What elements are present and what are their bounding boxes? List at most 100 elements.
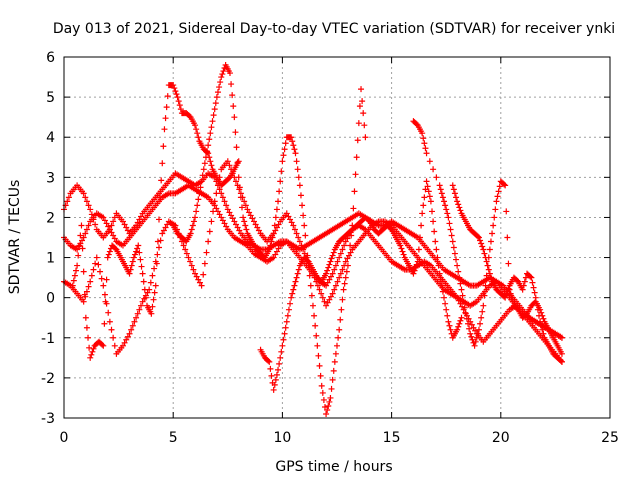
data-point [83,226,90,233]
data-point [73,267,80,274]
data-point [188,226,195,233]
data-point [321,298,328,305]
data-point [225,175,232,182]
data-point [195,276,202,283]
data-point [454,198,461,205]
data-point [337,250,344,257]
data-point [504,234,511,241]
data-point [358,86,365,93]
data-point [502,294,509,301]
data-point [77,232,84,239]
data-point [316,286,323,293]
data-point [281,330,288,337]
data-point [315,352,322,359]
data-point [453,194,460,201]
data-point [154,251,161,258]
data-point [304,252,311,259]
data-point [340,286,347,293]
data-point [400,251,407,258]
data-point [207,158,214,165]
data-point [251,218,258,225]
data-point [514,277,521,284]
data-point [80,298,87,305]
data-point [531,289,538,296]
data-point [353,154,360,161]
data-point [79,237,86,244]
data-point [437,186,444,193]
data-point [324,299,331,306]
data-point [235,158,242,165]
y-tick-label: 1 [46,251,55,267]
data-point [220,68,227,75]
data-point [347,242,354,249]
data-point [252,221,259,228]
data-point [110,334,117,341]
data-point [540,315,547,322]
data-point [213,190,220,197]
data-point [133,248,140,255]
data-point [100,342,107,349]
data-point [325,264,332,271]
data-point [436,270,443,277]
data-point [295,266,302,273]
data-point [268,372,275,379]
data-point [279,342,286,349]
data-point [490,222,497,229]
data-point [455,323,462,330]
data-point [127,266,134,273]
data-point [193,208,200,215]
data-point [221,220,228,227]
data-point [159,160,166,167]
data-point [536,312,543,319]
data-point [319,294,326,301]
data-point [126,330,133,337]
data-point [142,294,149,301]
y-tick-label: 0 [46,291,55,307]
data-point [85,283,92,290]
data-point [219,217,226,224]
data-point [287,216,294,223]
data-point [477,320,484,327]
data-point [88,272,95,279]
chart-title: Day 013 of 2021, Sidereal Day-to-day VTE… [53,21,615,37]
data-point [188,262,195,269]
data-point [538,309,545,316]
y-axis-label: SDTVAR / TECUs [7,180,23,295]
data-point [213,94,220,101]
data-point [326,276,333,283]
data-point [139,270,146,277]
data-point [335,334,342,341]
data-point [323,302,330,309]
data-point [159,230,166,237]
data-point [444,210,451,217]
data-point [420,202,427,209]
data-point [90,345,97,352]
data-points [61,62,565,417]
data-point [241,198,248,205]
data-point [206,228,213,235]
data-point [317,372,324,379]
data-point [455,268,462,275]
data-point [90,266,97,273]
data-point [190,218,197,225]
data-point [231,114,238,121]
data-point [296,182,303,189]
data-point [82,194,89,201]
data-point [124,227,131,234]
data-point [534,306,541,313]
data-point [192,122,199,129]
data-point [331,358,338,365]
data-point [131,251,138,258]
data-point [301,222,308,229]
data-point [475,234,482,241]
data-point [106,248,113,255]
data-point [223,223,230,230]
data-point [85,334,92,341]
data-point [138,263,145,270]
data-point [341,242,348,249]
data-point [224,158,231,165]
data-point [433,246,440,253]
data-point [216,211,223,218]
data-point [326,261,333,268]
data-point [422,145,429,152]
